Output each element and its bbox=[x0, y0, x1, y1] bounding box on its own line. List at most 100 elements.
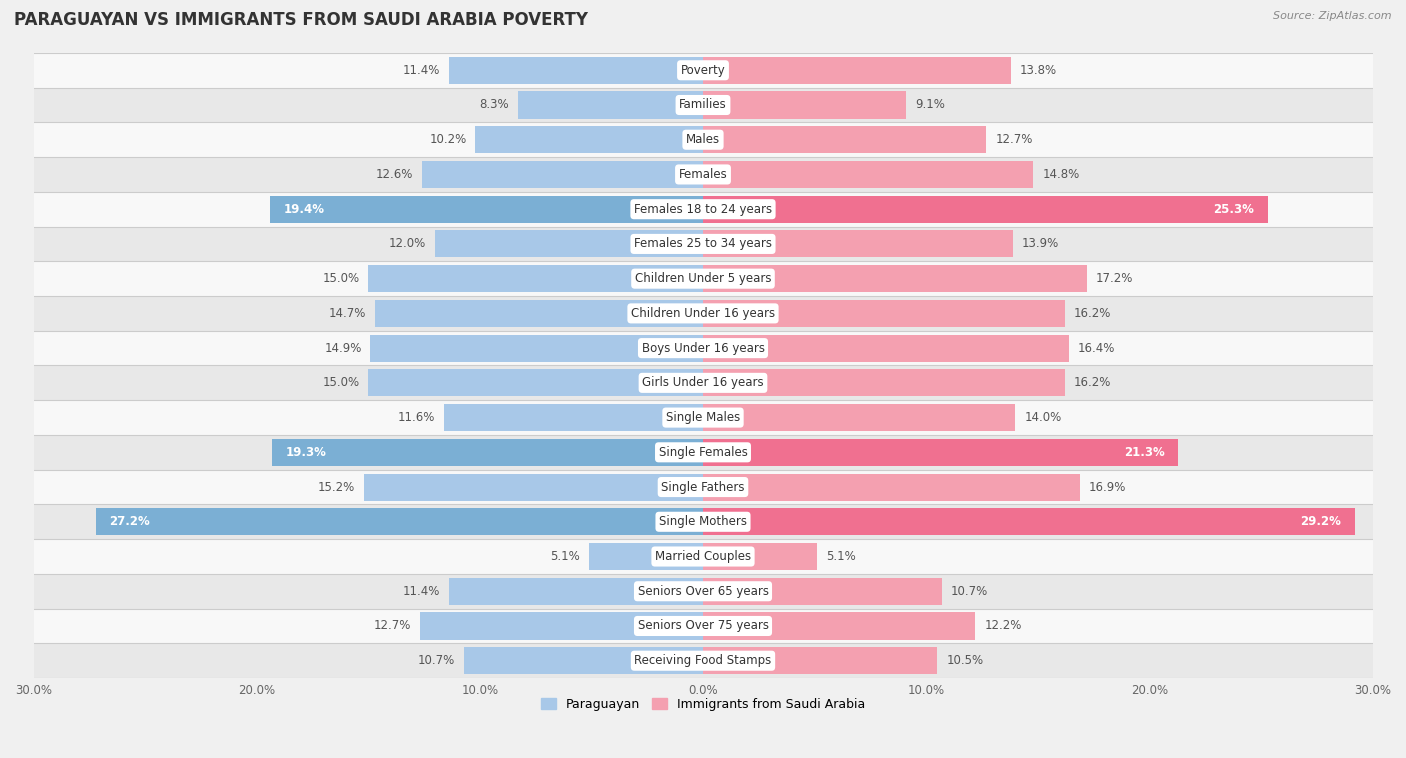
Bar bbox=[34, 88, 1372, 122]
Text: 21.3%: 21.3% bbox=[1125, 446, 1166, 459]
Text: Children Under 5 years: Children Under 5 years bbox=[634, 272, 772, 285]
Text: Children Under 16 years: Children Under 16 years bbox=[631, 307, 775, 320]
Bar bbox=[703, 161, 1033, 188]
Bar bbox=[34, 122, 1372, 157]
Bar bbox=[703, 126, 987, 153]
Bar bbox=[34, 53, 1372, 88]
Bar bbox=[34, 504, 1372, 539]
Bar bbox=[703, 300, 1064, 327]
Text: 12.2%: 12.2% bbox=[984, 619, 1022, 632]
Bar bbox=[371, 334, 703, 362]
Text: 11.4%: 11.4% bbox=[402, 584, 440, 598]
Bar bbox=[34, 262, 1372, 296]
Text: 16.2%: 16.2% bbox=[1073, 307, 1111, 320]
Text: Females: Females bbox=[679, 168, 727, 181]
Bar bbox=[436, 230, 703, 258]
Text: 16.4%: 16.4% bbox=[1078, 342, 1115, 355]
Text: 25.3%: 25.3% bbox=[1213, 202, 1254, 216]
Text: 16.9%: 16.9% bbox=[1090, 481, 1126, 493]
Bar bbox=[34, 296, 1372, 330]
Text: Seniors Over 65 years: Seniors Over 65 years bbox=[637, 584, 769, 598]
Text: Married Couples: Married Couples bbox=[655, 550, 751, 563]
Bar bbox=[703, 57, 1011, 84]
Text: Single Mothers: Single Mothers bbox=[659, 515, 747, 528]
Text: 17.2%: 17.2% bbox=[1095, 272, 1133, 285]
Bar bbox=[703, 369, 1064, 396]
Bar bbox=[703, 543, 817, 570]
Text: Females 25 to 34 years: Females 25 to 34 years bbox=[634, 237, 772, 250]
Text: 16.2%: 16.2% bbox=[1073, 377, 1111, 390]
Text: 15.0%: 15.0% bbox=[322, 377, 360, 390]
Bar bbox=[449, 57, 703, 84]
Bar bbox=[703, 265, 1087, 292]
Bar bbox=[703, 334, 1069, 362]
Text: 13.9%: 13.9% bbox=[1022, 237, 1059, 250]
Bar bbox=[703, 404, 1015, 431]
Text: 12.7%: 12.7% bbox=[995, 133, 1033, 146]
Legend: Paraguayan, Immigrants from Saudi Arabia: Paraguayan, Immigrants from Saudi Arabia bbox=[536, 693, 870, 716]
Text: 11.4%: 11.4% bbox=[402, 64, 440, 77]
Bar bbox=[419, 612, 703, 640]
Bar bbox=[34, 574, 1372, 609]
Bar bbox=[703, 230, 1014, 258]
Text: Poverty: Poverty bbox=[681, 64, 725, 77]
Text: Single Males: Single Males bbox=[666, 411, 740, 424]
Bar bbox=[444, 404, 703, 431]
Text: 14.8%: 14.8% bbox=[1042, 168, 1080, 181]
Bar bbox=[96, 508, 703, 535]
Bar bbox=[34, 330, 1372, 365]
Bar bbox=[703, 439, 1178, 466]
Bar bbox=[703, 92, 905, 118]
Bar bbox=[703, 474, 1080, 500]
Bar bbox=[34, 539, 1372, 574]
Bar bbox=[517, 92, 703, 118]
Bar bbox=[34, 192, 1372, 227]
Bar bbox=[422, 161, 703, 188]
Text: 14.0%: 14.0% bbox=[1025, 411, 1062, 424]
Text: 12.7%: 12.7% bbox=[373, 619, 411, 632]
Text: 5.1%: 5.1% bbox=[825, 550, 855, 563]
Text: Males: Males bbox=[686, 133, 720, 146]
Text: 12.6%: 12.6% bbox=[375, 168, 413, 181]
Text: 12.0%: 12.0% bbox=[389, 237, 426, 250]
Text: 10.5%: 10.5% bbox=[946, 654, 983, 667]
Text: 11.6%: 11.6% bbox=[398, 411, 436, 424]
Text: 15.2%: 15.2% bbox=[318, 481, 354, 493]
Text: 10.2%: 10.2% bbox=[429, 133, 467, 146]
Text: 8.3%: 8.3% bbox=[479, 99, 509, 111]
Text: Girls Under 16 years: Girls Under 16 years bbox=[643, 377, 763, 390]
Bar bbox=[475, 126, 703, 153]
Text: 14.7%: 14.7% bbox=[329, 307, 366, 320]
Text: PARAGUAYAN VS IMMIGRANTS FROM SAUDI ARABIA POVERTY: PARAGUAYAN VS IMMIGRANTS FROM SAUDI ARAB… bbox=[14, 11, 588, 30]
Bar bbox=[34, 470, 1372, 504]
Bar bbox=[368, 265, 703, 292]
Bar bbox=[449, 578, 703, 605]
Text: Seniors Over 75 years: Seniors Over 75 years bbox=[637, 619, 769, 632]
Bar bbox=[589, 543, 703, 570]
Text: 10.7%: 10.7% bbox=[418, 654, 456, 667]
Text: 15.0%: 15.0% bbox=[322, 272, 360, 285]
Bar bbox=[703, 508, 1354, 535]
Bar bbox=[368, 369, 703, 396]
Bar bbox=[375, 300, 703, 327]
Bar bbox=[34, 365, 1372, 400]
Text: 19.3%: 19.3% bbox=[285, 446, 326, 459]
Text: 5.1%: 5.1% bbox=[551, 550, 581, 563]
Text: 19.4%: 19.4% bbox=[284, 202, 325, 216]
Bar bbox=[364, 474, 703, 500]
Text: Single Fathers: Single Fathers bbox=[661, 481, 745, 493]
Bar bbox=[34, 227, 1372, 262]
Bar bbox=[703, 647, 938, 675]
Bar bbox=[34, 609, 1372, 644]
Text: 9.1%: 9.1% bbox=[915, 99, 945, 111]
Text: 13.8%: 13.8% bbox=[1019, 64, 1057, 77]
Bar bbox=[703, 612, 976, 640]
Bar bbox=[464, 647, 703, 675]
Text: Boys Under 16 years: Boys Under 16 years bbox=[641, 342, 765, 355]
Bar bbox=[703, 196, 1268, 223]
Text: 27.2%: 27.2% bbox=[110, 515, 150, 528]
Text: Females 18 to 24 years: Females 18 to 24 years bbox=[634, 202, 772, 216]
Text: Receiving Food Stamps: Receiving Food Stamps bbox=[634, 654, 772, 667]
Text: Source: ZipAtlas.com: Source: ZipAtlas.com bbox=[1274, 11, 1392, 21]
Bar bbox=[34, 644, 1372, 678]
